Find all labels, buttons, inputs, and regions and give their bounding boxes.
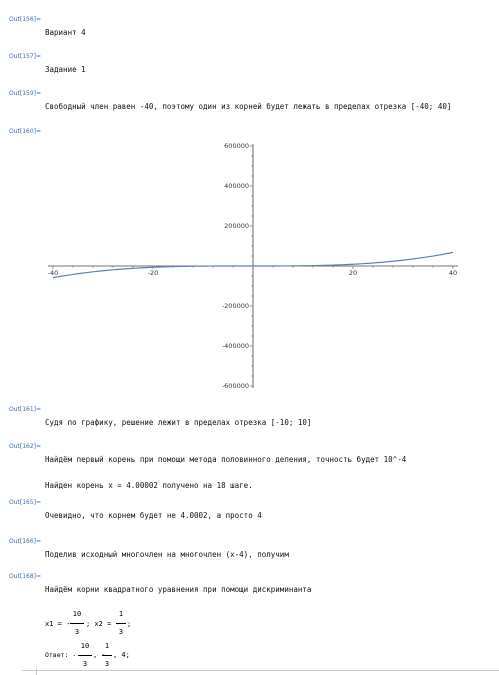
output-label: Out[156]= [9,16,42,23]
cell-text: Очевидно, что корнем будет не 4.0002, а … [45,511,262,520]
cell-text: Свободный член равен -40, поэтому один и… [45,102,452,111]
fraction-bar [116,623,126,624]
x-tick-label: -20 [148,269,159,277]
x1-denominator: 3 [74,628,80,636]
cell-text: Задание 1 [45,65,86,74]
y-tick-label: 600000 [224,142,249,150]
x2-label: ; x2 = - [86,620,120,628]
output-label: Out[168]= [9,573,42,580]
y-tick-label: -400000 [222,342,249,350]
x-tick-label: 40 [449,269,457,277]
x1-numerator: 10 [72,610,82,618]
output-label: Out[165]= [9,499,42,506]
x-tick-label: -40 [48,269,59,277]
output-label: Out[162]= [9,443,42,450]
answer-sep: , - [93,651,106,659]
x-tick-label: 20 [349,269,357,277]
cell-text: Поделив исходный многочлен на многочлен … [45,550,289,559]
cell-bracket[interactable] [36,668,37,675]
output-label: Out[160]= [9,128,42,135]
fraction-bar [102,655,112,656]
y-tick-label: -600000 [222,382,249,390]
answer-b-denominator: 3 [104,660,110,668]
answer-label: Ответ: - [45,651,77,659]
answer-a-denominator: 3 [82,660,88,668]
cell-text: Вариант 4 [45,28,86,37]
answer-tail: , 4; [113,651,130,659]
function-curve [52,251,454,279]
cell-text: Найдём корни квадратного уравнения при п… [45,585,312,594]
answer-b-numerator: 1 [104,642,110,650]
output-label: Out[161]= [9,406,42,413]
fraction-bar [70,623,84,624]
output-label: Out[159]= [9,90,42,97]
roots-end: ; [127,620,132,628]
cell-text: Найден корень x = 4.00002 получено на 18… [45,481,253,490]
input-cell-divider [22,670,499,671]
output-label: Out[166]= [9,538,42,545]
output-label: Out[157]= [9,53,42,60]
function-plot[interactable]: -40 -20 20 40 600000 400000 200000 -200000 -4000… [40,135,480,395]
x2-denominator: 3 [118,628,124,636]
y-tick-label: 400000 [224,182,249,190]
cell-text: Судя по графику, решение лежит в предела… [45,418,312,427]
x1-label: x1 = - [45,620,71,628]
cell-text: Найдём первый корень при помощи метода п… [45,455,407,464]
fraction-bar [78,655,92,656]
x2-numerator: 1 [118,610,124,618]
y-tick-label: 200000 [224,222,249,230]
answer-a-numerator: 10 [80,642,90,650]
y-tick-label: -200000 [222,302,249,310]
